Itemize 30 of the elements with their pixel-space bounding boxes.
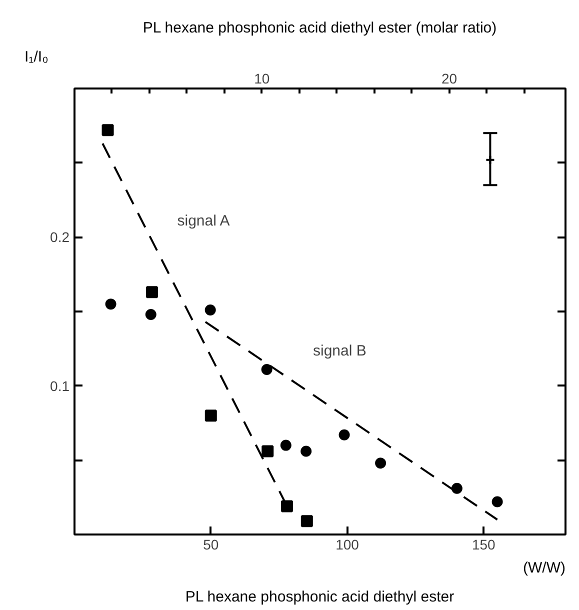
x-tick-label: 50 [203, 536, 219, 552]
point [492, 496, 503, 508]
x-axis-title: PL hexane phosphonic acid diethyl ester [185, 588, 454, 606]
point [146, 286, 158, 298]
point [451, 482, 462, 494]
x-tick-label: 150 [472, 536, 496, 552]
text: (W/W) [523, 560, 566, 576]
point [102, 124, 114, 136]
y-axis-title: I₁/I₀ [24, 48, 48, 66]
point [300, 515, 313, 528]
point [145, 308, 156, 320]
x2-tick-label: 10 [254, 70, 270, 86]
y-tick-label: 0.1 [50, 378, 70, 394]
annotation: signal B [312, 342, 366, 360]
point [204, 410, 217, 422]
point [261, 364, 272, 375]
x-tick-label: 100 [336, 536, 360, 552]
point [262, 445, 274, 458]
x2-axis-title: PL hexane phosphonic acid diethyl ester (molar ratio) [142, 20, 497, 36]
y-tick-label: 0.2 [50, 229, 70, 246]
point [280, 440, 292, 451]
point [300, 446, 312, 457]
point [204, 304, 216, 316]
point [375, 458, 386, 469]
point [105, 298, 116, 310]
x2-tick-label: 20 [442, 70, 458, 86]
point [280, 500, 293, 512]
annotation: signal A [177, 212, 230, 230]
point [485, 154, 496, 165]
point [338, 429, 350, 440]
